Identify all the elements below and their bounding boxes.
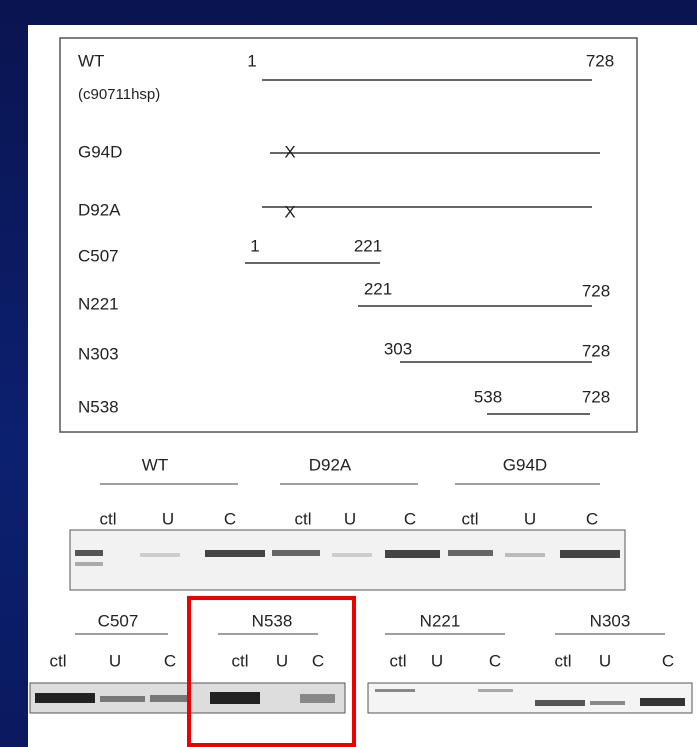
group-label: N303 (590, 611, 631, 630)
band (448, 550, 493, 556)
gel (69, 529, 626, 591)
group-label: C507 (98, 611, 139, 630)
band (210, 692, 260, 704)
band (332, 553, 372, 557)
construct-name: N303 (78, 344, 119, 363)
band (35, 693, 95, 703)
group-label: N538 (252, 611, 293, 630)
construct-name: C507 (78, 246, 119, 265)
lane-label: U (431, 651, 443, 670)
lane-label: C (224, 509, 236, 528)
lane-label: U (109, 651, 121, 670)
band (205, 550, 265, 557)
construct-name: WT (78, 51, 104, 70)
construct-name: D92A (78, 200, 121, 219)
lane-label: ctl (100, 509, 117, 528)
lane-label: C (586, 509, 598, 528)
construct-name: N221 (78, 294, 119, 313)
band (385, 550, 440, 558)
panel (28, 25, 697, 747)
lane-label: C (662, 651, 674, 670)
mutation-mark: X (284, 202, 295, 221)
start-label: 538 (474, 387, 502, 406)
band (140, 553, 180, 557)
end-label: 221 (354, 236, 382, 255)
band (375, 689, 415, 692)
construct-sublabel: (c90711hsp) (78, 86, 160, 103)
end-label: 728 (582, 341, 610, 360)
start-label: 221 (364, 279, 392, 298)
start-label: 303 (384, 339, 412, 358)
lane-label: ctl (232, 651, 249, 670)
band (100, 696, 145, 702)
band (640, 698, 685, 706)
band (75, 550, 103, 556)
end-label: 728 (586, 51, 614, 70)
lane-label: C (312, 651, 324, 670)
band (75, 562, 103, 566)
end-label: 728 (582, 281, 610, 300)
group-label: G94D (503, 455, 547, 474)
lane-label: C (489, 651, 501, 670)
lane-label: ctl (295, 509, 312, 528)
band (505, 553, 545, 557)
lane-label: C (404, 509, 416, 528)
start-label: 1 (247, 51, 256, 70)
construct-box (59, 37, 638, 433)
highlight-box (187, 596, 356, 747)
group-label: D92A (309, 455, 352, 474)
band (560, 550, 620, 558)
group-label: N221 (420, 611, 461, 630)
gel (367, 682, 693, 714)
band (150, 695, 190, 702)
group-label: WT (142, 455, 168, 474)
band (590, 701, 625, 705)
lane-label: ctl (390, 651, 407, 670)
lane-label: U (524, 509, 536, 528)
lane-label: ctl (462, 509, 479, 528)
band (478, 689, 513, 692)
construct-name: G94D (78, 142, 122, 161)
construct-name: N538 (78, 397, 119, 416)
mutation-mark: X (284, 142, 295, 161)
lane-label: ctl (50, 651, 67, 670)
start-label: 1 (250, 236, 259, 255)
lane-label: ctl (555, 651, 572, 670)
end-label: 728 (582, 387, 610, 406)
band (535, 700, 585, 706)
lane-label: U (162, 509, 174, 528)
lane-label: U (599, 651, 611, 670)
band (272, 550, 320, 556)
lane-label: C (164, 651, 176, 670)
band (300, 694, 335, 703)
lane-label: U (276, 651, 288, 670)
lane-label: U (344, 509, 356, 528)
